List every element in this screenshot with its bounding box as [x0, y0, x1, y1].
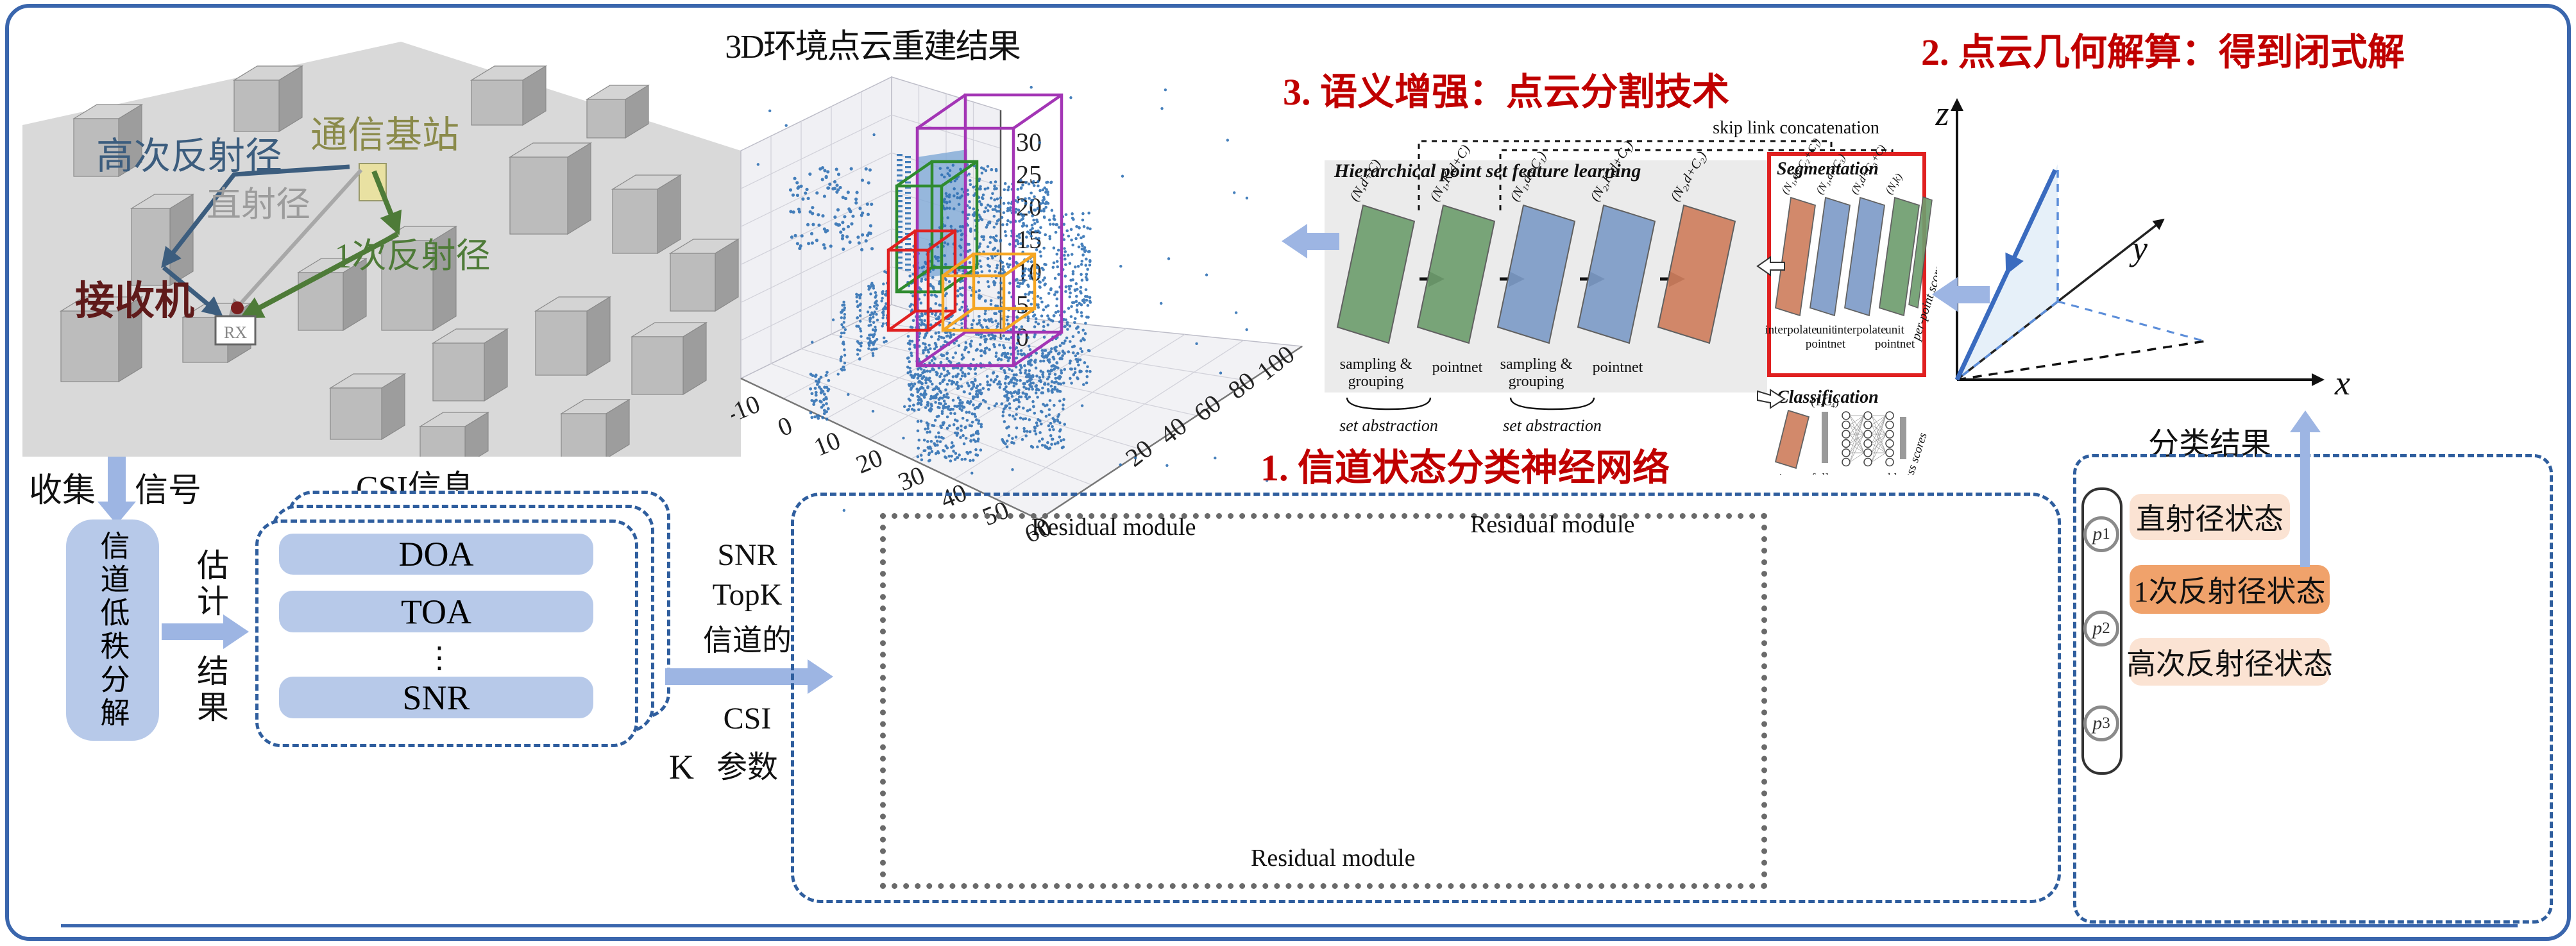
- svg-text:高次反射径: 高次反射径: [96, 135, 282, 177]
- city-buildings: [59, 65, 740, 457]
- signal-label: 信号: [135, 473, 202, 509]
- network-container: [791, 493, 2061, 903]
- csi-item-doa: DOA: [279, 534, 593, 575]
- topk-label: TopK: [712, 578, 783, 612]
- csi-item-toa: TOA: [279, 591, 593, 632]
- estimate-label: 估计: [192, 548, 228, 620]
- receiver-dot: [231, 301, 244, 314]
- first-order-path: [371, 170, 402, 235]
- svg-text:通信基站: 通信基站: [310, 114, 459, 156]
- high-order-path: [161, 164, 350, 268]
- pointnet-plane: [1657, 204, 1736, 344]
- direct-path: [228, 168, 363, 317]
- svg-text:1次反射径: 1次反射径: [335, 237, 491, 275]
- step2-title: 2. 点云几何解算：得到闭式解: [1921, 31, 2405, 73]
- bounding-box: [915, 93, 1063, 367]
- csi-ellipsis: ⋮: [425, 641, 454, 674]
- channel-decomposition-box: 信道低秩分解: [66, 519, 159, 741]
- result-label: 结果: [192, 654, 228, 726]
- snr-label: SNR: [717, 538, 777, 572]
- bounding-box: [941, 252, 1037, 332]
- state-high-order: 高次反射径状态: [2126, 638, 2333, 686]
- pointnet-plane: [1496, 204, 1576, 344]
- step3-title: 3. 语义增强：点云分割技术: [1283, 71, 1730, 113]
- outer-frame-border: [5, 4, 2571, 941]
- svg-text:5: 5: [1016, 290, 1029, 319]
- pointnet-plane: [1336, 204, 1416, 344]
- backbone-dotted-box: [880, 513, 1767, 889]
- residual-label-3: Residual module: [1470, 511, 1635, 538]
- csi-param-label-2: 参数: [716, 750, 778, 784]
- bottom-accent-line: [61, 924, 2518, 927]
- state-first-order: 1次反射径状态: [2130, 565, 2330, 614]
- step1-title: 1. 信道状态分类神经网络: [1260, 447, 1670, 489]
- svg-text:RX: RX: [224, 323, 247, 342]
- rx-box: [214, 315, 257, 346]
- residual-label-1: Residual module: [1031, 514, 1196, 541]
- k-label: K: [669, 748, 694, 786]
- residual-label-2: Residual module: [1251, 845, 1416, 872]
- bounding-box: [886, 229, 957, 332]
- state-direct: 直射径状态: [2130, 494, 2290, 540]
- collect-label: 收集: [29, 473, 96, 509]
- pointnet-figure: Hierarchical point set feature learnings…: [1325, 118, 1937, 475]
- csi-item-snr: SNR: [279, 677, 593, 718]
- pointcloud-title: 3D环境点云重建结果: [725, 29, 1021, 65]
- pointnet-plane: [1416, 204, 1496, 344]
- svg-text:30: 30: [1016, 128, 1042, 156]
- channel-of-label: 信道的: [703, 624, 792, 657]
- decomp-label: 信道低秩分解: [96, 530, 130, 731]
- pointnet-plane: [1577, 204, 1656, 344]
- classification-box: [2073, 454, 2553, 924]
- svg-text:接收机: 接收机: [75, 279, 194, 323]
- csi-param-label-1: CSI: [723, 702, 772, 736]
- svg-text:直射径: 直射径: [207, 185, 310, 224]
- geometry-diagram: zxy: [1935, 94, 2350, 402]
